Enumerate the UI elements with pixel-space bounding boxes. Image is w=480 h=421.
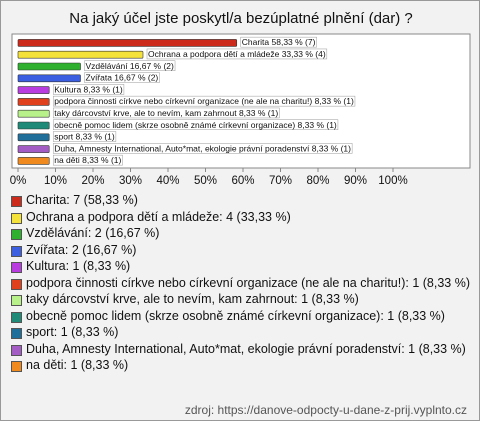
legend-label: Ochrana a podpora dětí a mládeže: 4 (33,…	[26, 209, 291, 224]
legend-item: Duha, Amnesty International, Auto*mat, e…	[11, 341, 473, 356]
bar	[17, 133, 50, 142]
bar-label-bg	[52, 119, 339, 130]
x-tick-label: 40%	[156, 175, 179, 187]
bar	[17, 62, 81, 71]
bar-label: Kultura 8,33 % (1)	[54, 84, 123, 94]
bar-label-bg	[84, 72, 160, 83]
bar-label: na děti 8,33 % (1)	[54, 155, 121, 165]
legend-swatch	[11, 328, 22, 339]
legend-label: sport: 1 (8,33 %)	[26, 325, 119, 339]
legend-item: na děti: 1 (8,33 %)	[11, 359, 473, 372]
bar	[17, 157, 50, 165]
legend-item: taky dárcovství krve, ale to nevím, kam …	[11, 293, 473, 306]
x-tick-label: 10%	[44, 175, 67, 187]
chart-plot: Na jaký účel jste poskytl/a bezúplatné p…	[10, 10, 471, 187]
legend-item: podpora činnosti církve nebo církevní or…	[11, 275, 473, 290]
x-tick-label: 70%	[269, 175, 292, 187]
bar-label: podpora činnosti církve nebo církevní or…	[54, 96, 354, 106]
bar-label-bg	[52, 84, 125, 95]
legend-swatch	[11, 229, 22, 240]
bar-label: Ochrana a podpora dětí a mládeže 33,33 %…	[148, 49, 326, 59]
bar	[17, 50, 144, 59]
bar	[17, 86, 50, 94]
bar-label-bg	[52, 131, 117, 142]
source: zdroj: https://danove-odpocty-u-dane-z-p…	[184, 403, 467, 417]
bar-label-bg	[52, 154, 123, 166]
x-tick-label: 80%	[306, 175, 329, 187]
legend-label: Vzdělávání: 2 (16,67 %)	[26, 226, 160, 240]
legend-swatch	[11, 344, 22, 356]
legend-label: Zvířata: 2 (16,67 %)	[26, 242, 137, 257]
chart-title: Na jaký účel jste poskytl/a bezúplatné p…	[69, 10, 413, 27]
bar-label: Zvířata 16,67 % (2)	[86, 73, 159, 83]
legend-item: Vzdělávání: 2 (16,67 %)	[11, 227, 473, 240]
legend-swatch	[11, 311, 22, 323]
x-tick-label: 0%	[10, 175, 27, 187]
x-tick-label: 50%	[194, 175, 217, 187]
legend-item: Zvířata: 2 (16,67 %)	[11, 242, 473, 257]
legend-label: obecně pomoc lidem (skrze osobně známé c…	[26, 308, 445, 323]
legend-item: Kultura: 1 (8,33 %)	[11, 260, 473, 273]
legend-label: podpora činnosti církve nebo církevní or…	[26, 275, 470, 290]
legend-swatch	[11, 361, 22, 372]
legend: Charita: 7 (58,33 %) Ochrana a podpora dě…	[11, 194, 473, 376]
x-tick-label: 90%	[344, 175, 367, 187]
legend-swatch	[11, 278, 22, 290]
bar	[17, 39, 238, 47]
bar-label-bg	[240, 36, 317, 48]
legend-swatch	[11, 245, 22, 257]
legend-item: sport: 1 (8,33 %)	[11, 326, 473, 339]
legend-label: Charita: 7 (58,33 %)	[26, 193, 138, 207]
legend-label: taky dárcovství krve, ale to nevím, kam …	[26, 292, 359, 306]
legend-label: Kultura: 1 (8,33 %)	[26, 259, 131, 273]
bar-label-bg	[52, 143, 353, 154]
x-tick-label: 60%	[231, 175, 254, 187]
bar-label: Duha, Amnesty International, Auto*mat, e…	[54, 143, 351, 153]
legend-swatch	[11, 212, 22, 224]
bar	[17, 98, 50, 106]
bar-label: Vzdělávání 16,67 % (2)	[86, 61, 175, 71]
bar-label: taky dárcovství krve, ale to nevím, kam …	[54, 108, 278, 118]
bar	[17, 145, 50, 153]
bar	[17, 74, 81, 83]
bar-label: Charita 58,33 % (7)	[242, 37, 316, 47]
legend-swatch	[11, 295, 22, 306]
x-tick-label: 100%	[378, 175, 407, 187]
legend-item: Charita: 7 (58,33 %)	[11, 194, 473, 207]
bar-label: sport 8,33 % (1)	[54, 132, 115, 142]
bar-label: obecně pomoc lidem (skrze osobně známé c…	[54, 120, 337, 130]
x-tick-label: 20%	[81, 175, 104, 187]
bar	[17, 121, 50, 130]
legend-swatch	[11, 262, 22, 273]
bar-label-bg	[52, 95, 356, 107]
legend-item: obecně pomoc lidem (skrze osobně známé c…	[11, 308, 473, 323]
x-tick-label: 30%	[119, 175, 142, 187]
bar-label-bg	[52, 107, 280, 119]
bar-label-bg	[146, 48, 328, 60]
legend-swatch	[11, 196, 22, 207]
bar-label-bg	[84, 60, 176, 71]
legend-label: Duha, Amnesty International, Auto*mat, e…	[26, 341, 466, 356]
legend-item: Ochrana a podpora dětí a mládeže: 4 (33,…	[11, 209, 473, 224]
legend-label: na děti: 1 (8,33 %)	[26, 358, 129, 372]
bar	[17, 109, 50, 118]
